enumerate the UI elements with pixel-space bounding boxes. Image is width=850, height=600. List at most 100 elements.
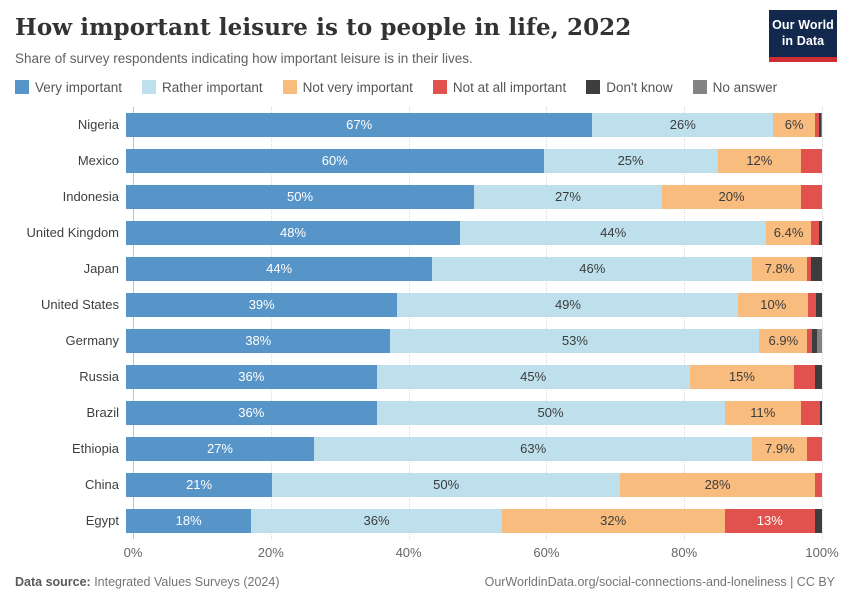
bar-segment-not-very-important[interactable]: 6.4% <box>766 220 811 245</box>
stacked-bar-chart: Nigeria 67% 26% 6% Mexico 60% 25% 12% Indonesia 5… <box>15 106 835 539</box>
bar-segment-don-t-know[interactable] <box>815 508 822 533</box>
bar-segment-not-very-important[interactable]: 28% <box>620 472 816 497</box>
bar-segment-not-at-all-important[interactable] <box>801 400 820 425</box>
country-label-ethiopia[interactable]: Ethiopia <box>72 441 119 457</box>
country-label-germany[interactable]: Germany <box>65 333 119 349</box>
bar-segment-very-important[interactable]: 48% <box>126 220 461 245</box>
bar-value-label: 67% <box>346 117 373 133</box>
bar-segment-not-at-all-important[interactable] <box>807 328 812 353</box>
bar-segment-not-at-all-important[interactable] <box>806 256 811 281</box>
country-label-japan[interactable]: Japan <box>83 261 119 277</box>
bar-segment-very-important[interactable]: 39% <box>126 292 398 317</box>
bar-value-label: 46% <box>579 261 606 277</box>
bar-segment-rather-important[interactable]: 26% <box>592 112 774 137</box>
bar-segment-not-very-important[interactable]: 7.9% <box>752 436 808 461</box>
bar-segment-don-t-know[interactable] <box>819 400 822 425</box>
bar-segment-no-answer[interactable] <box>817 328 822 353</box>
country-label-mexico[interactable]: Mexico <box>77 153 119 169</box>
bar-value-label: 15% <box>728 369 755 385</box>
bar-segment-not-at-all-important[interactable] <box>815 472 822 497</box>
bar-segment-no-answer[interactable] <box>820 112 822 137</box>
bar-segment-very-important[interactable]: 27% <box>126 436 314 461</box>
bar-segment-not-very-important[interactable]: 32% <box>501 508 725 533</box>
bar-segment-don-t-know[interactable] <box>819 112 821 137</box>
country-label-china[interactable]: China <box>85 477 119 493</box>
bar-segment-not-at-all-important[interactable] <box>808 292 817 317</box>
owid-citation-link[interactable]: OurWorldinData.org/social-connections-an… <box>484 574 835 589</box>
legend-item-not-very-important[interactable]: Not very important <box>282 80 413 95</box>
bar-segment-rather-important[interactable]: 46% <box>432 256 753 281</box>
bar-segment-rather-important[interactable]: 63% <box>313 436 753 461</box>
axis-tick-label: 20% <box>257 544 284 560</box>
bar-segment-rather-important[interactable]: 50% <box>272 472 621 497</box>
bar-value-label: 13% <box>756 513 783 529</box>
axis-tick-label: 40% <box>395 544 422 560</box>
bar-segment-not-very-important[interactable]: 15% <box>689 364 795 389</box>
legend-item-don-t-know[interactable]: Don't know <box>586 79 673 95</box>
bar-segment-not-at-all-important[interactable] <box>810 220 820 245</box>
country-label-egypt[interactable]: Egypt <box>85 513 119 529</box>
legend-item-not-at-all-important[interactable]: Not at all important <box>432 80 566 95</box>
country-label-united-states[interactable]: United States <box>40 297 119 313</box>
country-label-russia[interactable]: Russia <box>79 369 119 385</box>
bar-segment-rather-important[interactable]: 25% <box>543 148 718 173</box>
bar-segment-not-very-important[interactable]: 12% <box>717 148 802 173</box>
bar-segment-don-t-know[interactable] <box>816 292 822 317</box>
bar-segment-very-important[interactable]: 44% <box>126 256 433 281</box>
bar-track: 39% 49% 10% <box>126 292 822 317</box>
country-label-nigeria[interactable]: Nigeria <box>77 117 119 133</box>
legend-label: No answer <box>712 79 778 95</box>
legend-label: Don't know <box>606 79 673 95</box>
bar-segment-rather-important[interactable]: 50% <box>376 400 725 425</box>
bar-segment-don-t-know[interactable] <box>810 256 822 281</box>
bar-segment-not-very-important[interactable]: 7.8% <box>752 256 807 281</box>
bar-segment-very-important[interactable]: 36% <box>126 400 377 425</box>
bar-segment-not-very-important[interactable]: 10% <box>738 292 809 317</box>
bar-segment-not-at-all-important[interactable]: 13% <box>724 508 815 533</box>
bar-segment-very-important[interactable]: 67% <box>126 112 593 137</box>
bar-segment-rather-important[interactable]: 36% <box>251 508 502 533</box>
bar-segment-not-at-all-important[interactable] <box>807 436 822 461</box>
bar-segment-not-very-important[interactable]: 11% <box>724 400 802 425</box>
bar-segment-very-important[interactable]: 38% <box>126 328 391 353</box>
bar-segment-rather-important[interactable]: 45% <box>376 364 690 389</box>
bar-value-label: 20% <box>718 189 745 205</box>
bar-segment-rather-important[interactable]: 44% <box>460 220 767 245</box>
bar-segment-rather-important[interactable]: 49% <box>397 292 739 317</box>
table-row: Nigeria 67% 26% 6% <box>15 112 835 137</box>
table-row: Indonesia 50% 27% 20% <box>15 184 835 209</box>
bar-segment-very-important[interactable]: 21% <box>126 472 273 497</box>
data-source-label: Data source: <box>15 574 91 589</box>
bar-segment-not-very-important[interactable]: 6% <box>773 112 816 137</box>
bar-segment-rather-important[interactable]: 53% <box>390 328 760 353</box>
bar-segment-not-very-important[interactable]: 20% <box>661 184 802 209</box>
bar-segment-rather-important[interactable]: 27% <box>474 184 662 209</box>
bar-segment-don-t-know[interactable] <box>811 328 818 353</box>
page-title: How important leisure is to people in li… <box>15 14 632 41</box>
axis-tick-label: 80% <box>671 544 698 560</box>
bar-segment-don-t-know[interactable] <box>819 220 822 245</box>
bar-segment-not-at-all-important[interactable] <box>794 364 815 389</box>
legend-item-rather-important[interactable]: Rather important <box>142 80 263 95</box>
owid-logo-line1: Our World <box>772 17 834 32</box>
bar-segment-not-at-all-important[interactable] <box>801 148 822 173</box>
bar-value-label: 60% <box>321 153 348 169</box>
legend-item-no-answer[interactable]: No answer <box>692 79 778 95</box>
country-label-indonesia[interactable]: Indonesia <box>62 189 119 205</box>
country-label-united-kingdom[interactable]: United Kingdom <box>26 225 120 241</box>
country-label-brazil[interactable]: Brazil <box>86 405 119 421</box>
bar-segment-very-important[interactable]: 36% <box>126 364 377 389</box>
bar-segment-not-at-all-important[interactable] <box>815 112 820 137</box>
owid-logo[interactable]: Our World in Data <box>769 10 837 62</box>
legend-item-very-important[interactable]: Very important <box>15 80 122 95</box>
bar-segment-don-t-know[interactable] <box>815 364 822 389</box>
bar-value-label: 49% <box>554 297 581 313</box>
table-row: China 21% 50% 28% <box>15 472 835 497</box>
bar-value-label: 10% <box>760 297 787 313</box>
bar-segment-not-very-important[interactable]: 6.9% <box>759 328 808 353</box>
bar-value-label: 25% <box>617 153 644 169</box>
bar-segment-very-important[interactable]: 60% <box>126 148 544 173</box>
bar-segment-very-important[interactable]: 18% <box>126 508 252 533</box>
bar-segment-not-at-all-important[interactable] <box>801 184 822 209</box>
bar-segment-very-important[interactable]: 50% <box>126 184 474 209</box>
